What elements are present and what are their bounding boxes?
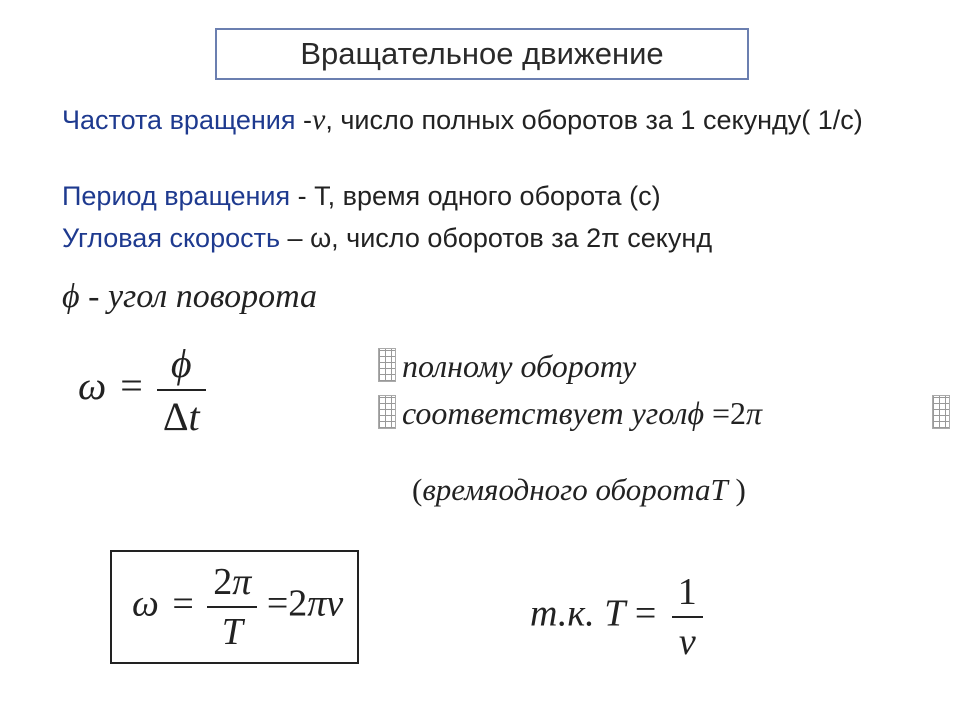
omega2-pi: π xyxy=(307,583,326,625)
def-angular: Угловая скорость – ω, число оборотов за … xyxy=(62,220,920,256)
rest1: , число полных оборотов за 1 секунду( 1/… xyxy=(325,105,862,135)
omega2-frac: 2π T xyxy=(207,560,257,654)
omega-box: ω = 2π T =2πν xyxy=(110,550,359,664)
omega2-lhs: ω xyxy=(132,583,159,625)
phi: ϕ xyxy=(62,278,80,315)
tk-label: т.к. xyxy=(530,593,604,635)
omega-num: ϕ xyxy=(157,340,206,391)
hatch-3 xyxy=(932,395,950,429)
def-frequency: Частота вращения -ν, число полных оборот… xyxy=(62,100,920,141)
title-text: Вращательное движение xyxy=(300,36,663,71)
omega-frac: ϕ Δt xyxy=(157,340,206,440)
right-l2pi: π xyxy=(746,395,762,431)
rest3: – ω, число оборотов за 2π секунд xyxy=(280,223,712,253)
right-l2a: соответствует угол xyxy=(402,395,687,431)
right-l2eq: =2 xyxy=(704,395,746,431)
term-period: Период вращения xyxy=(62,181,290,211)
omega-lhs: ω xyxy=(78,363,106,408)
tk-T: Т xyxy=(604,593,625,635)
rest2: - Т, время одного оборота (с) xyxy=(290,181,660,211)
nu-symbol: ν xyxy=(312,103,325,136)
term-frequency: Частота вращения xyxy=(62,105,296,135)
hatch-1 xyxy=(378,348,396,382)
omega2-num: 2π xyxy=(207,560,257,608)
tk-num: 1 xyxy=(672,570,703,618)
omega2-den: T xyxy=(207,608,257,654)
angle-text: угол поворота xyxy=(108,278,317,315)
omega2-nu: ν xyxy=(326,583,343,625)
title-box: Вращательное движение xyxy=(215,28,749,80)
tk-formula: т.к. Т = 1 ν xyxy=(530,570,703,664)
omega2-eq1: = xyxy=(172,583,193,625)
tk-frac: 1 ν xyxy=(672,570,703,664)
angle-def: ϕ - угол поворота xyxy=(62,278,317,316)
right-l1-text: полному обороту xyxy=(402,348,636,384)
omega2-eq2: =2 xyxy=(267,583,307,625)
right-l1: полному обороту xyxy=(402,348,636,385)
sep1: - xyxy=(296,105,313,135)
omega-eq: = xyxy=(120,363,143,408)
right-l2phi: ϕ xyxy=(687,395,704,431)
angle-dash: - xyxy=(80,278,108,315)
def-period: Период вращения - Т, время одного оборот… xyxy=(62,178,920,214)
hatch-2 xyxy=(378,395,396,429)
omega-formula: ω = ϕ Δt xyxy=(78,340,206,440)
omega-den: Δt xyxy=(157,391,206,440)
right-l2: соответствует уголϕ =2π xyxy=(402,395,762,432)
right-l3: ((времяодного оборотаТ )времяодного обор… xyxy=(412,472,746,508)
tk-den: ν xyxy=(672,618,703,664)
term-angular: Угловая скорость xyxy=(62,223,280,253)
tk-eq: = xyxy=(635,593,656,635)
